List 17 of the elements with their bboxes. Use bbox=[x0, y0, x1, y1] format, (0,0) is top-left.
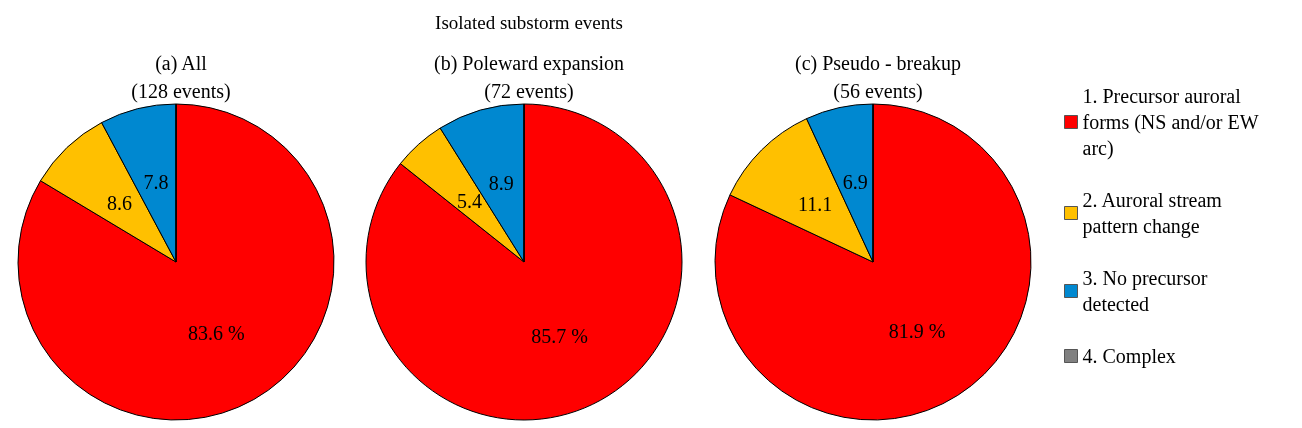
legend-label: 3. No precursor detected bbox=[1082, 267, 1213, 315]
data-label: 81.9 % bbox=[888, 320, 946, 343]
slice-label: (c) Pseudo - breakup (56 events) bbox=[794, 52, 962, 103]
legend-label: 1. Precursor auroral forms (NS and/or EW arc) bbox=[1082, 85, 1264, 160]
legend-label: 2. Auroral stream pattern change bbox=[1082, 189, 1227, 238]
data-label: 8.6 bbox=[106, 191, 132, 214]
data-label: 5.4 bbox=[456, 189, 482, 212]
data-label: 6.9 bbox=[842, 170, 868, 193]
data-label: 11.1 bbox=[798, 192, 833, 215]
slice-label: (b) Poleward expansion (72 events) bbox=[434, 52, 624, 103]
data-label: 85.7 % bbox=[531, 324, 588, 347]
chart-title: Isolated substorm events bbox=[435, 12, 623, 33]
legend-label: 4. Complex bbox=[1082, 345, 1176, 368]
data-label: 7.8 bbox=[143, 171, 169, 194]
slice-label: (a) All (128 events) bbox=[131, 52, 231, 103]
data-label: 83.6 % bbox=[188, 322, 245, 345]
data-label: 8.9 bbox=[488, 172, 514, 195]
